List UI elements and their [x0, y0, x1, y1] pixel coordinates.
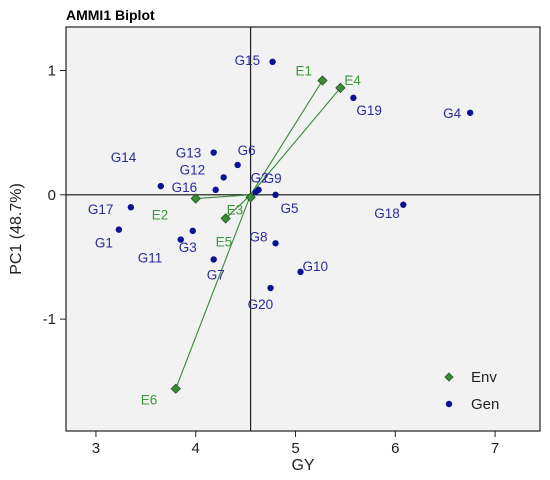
data-points	[115, 58, 474, 394]
gen-label-g11: G11	[138, 251, 163, 266]
env-point-e6	[170, 383, 181, 394]
gen-point-g9	[255, 186, 262, 194]
gen-point-g20	[267, 284, 274, 292]
env-point-e3	[245, 192, 256, 203]
chart-title: AMMI1 Biplot	[66, 7, 155, 23]
gen-label-g2: G2	[251, 170, 269, 185]
env-vector-e2	[195, 194, 251, 200]
gen-label-g14: G14	[111, 150, 137, 165]
gen-label-g6: G6	[238, 143, 256, 158]
env-label-e1: E1	[295, 63, 312, 78]
gen-label-g12: G12	[180, 162, 206, 177]
legend-gen-label: Gen	[471, 396, 499, 413]
plot-panel	[65, 26, 541, 432]
env-label-e6: E6	[141, 393, 158, 408]
gen-point-g4	[466, 109, 474, 116]
gen-point-g15	[269, 58, 276, 66]
gen-point-g11	[177, 236, 184, 243]
x-tick-label: 3	[92, 440, 100, 457]
gen-label-g5: G5	[281, 201, 299, 216]
gen-label-g15: G15	[235, 53, 261, 68]
gen-label-g13: G13	[176, 146, 202, 161]
env-vector-e1	[250, 80, 323, 196]
env-label-e4: E4	[344, 73, 361, 88]
env-vector-e4	[250, 87, 341, 196]
gen-label-g7: G7	[207, 267, 225, 282]
env-vector-e6	[175, 194, 252, 389]
y-tick-label: -1	[43, 311, 56, 328]
legend-env-label: Env	[471, 369, 497, 386]
legend: Env Gen	[444, 369, 499, 413]
gen-label-g3: G3	[179, 240, 197, 255]
gen-label-g19: G19	[356, 103, 382, 118]
gen-label-g9: G9	[264, 171, 282, 186]
gen-label-g4: G4	[443, 106, 462, 121]
env-point-e4	[335, 82, 346, 94]
gen-point-g8	[272, 240, 279, 247]
env-point-e1	[317, 75, 328, 86]
y-tick-label: 0	[48, 187, 56, 204]
gen-point-g3	[189, 227, 196, 235]
env-label-e5: E5	[216, 234, 233, 249]
gen-point-g18	[400, 201, 407, 208]
legend-gen-marker	[445, 400, 453, 408]
x-axis-label: GY	[291, 457, 314, 474]
gen-point-g10	[297, 268, 304, 276]
gen-label-g1: G1	[95, 236, 113, 251]
x-tick-label: 7	[491, 440, 499, 457]
environment-vectors	[175, 80, 341, 389]
gen-label-g18: G18	[374, 206, 400, 221]
env-vector-e5	[225, 194, 251, 219]
legend-env-marker	[444, 372, 454, 382]
env-label-e3: E3	[227, 202, 244, 217]
gen-label-g8: G8	[250, 229, 268, 244]
gen-point-g19	[350, 94, 357, 102]
gen-point-g1	[115, 226, 123, 233]
gen-label-g16: G16	[172, 180, 198, 195]
gen-point-g5	[272, 191, 279, 199]
gen-point-g12	[220, 174, 227, 181]
y-axis-label: PC1 (48.7%)	[8, 183, 25, 275]
gen-label-g17: G17	[88, 202, 114, 217]
gen-point-g6	[234, 161, 241, 169]
y-axis-ticks: -1 0 1	[43, 63, 66, 328]
gen-point-g7	[210, 256, 217, 263]
gen-point-g13	[210, 149, 217, 156]
gen-label-g20: G20	[248, 297, 274, 312]
x-tick-label: 6	[391, 440, 399, 457]
y-tick-label: 1	[48, 63, 56, 80]
x-tick-label: 4	[192, 440, 200, 457]
x-axis-ticks: 3 4 5 6 7	[92, 431, 499, 457]
gen-point-g14	[157, 182, 164, 190]
env-point-e2	[190, 193, 201, 204]
gen-label-g10: G10	[303, 259, 329, 274]
env-label-e2: E2	[152, 208, 169, 223]
env-point-e5	[220, 213, 231, 224]
gen-point-g16	[212, 186, 219, 194]
x-tick-label: 5	[291, 440, 299, 457]
gen-point-g17	[127, 204, 135, 211]
